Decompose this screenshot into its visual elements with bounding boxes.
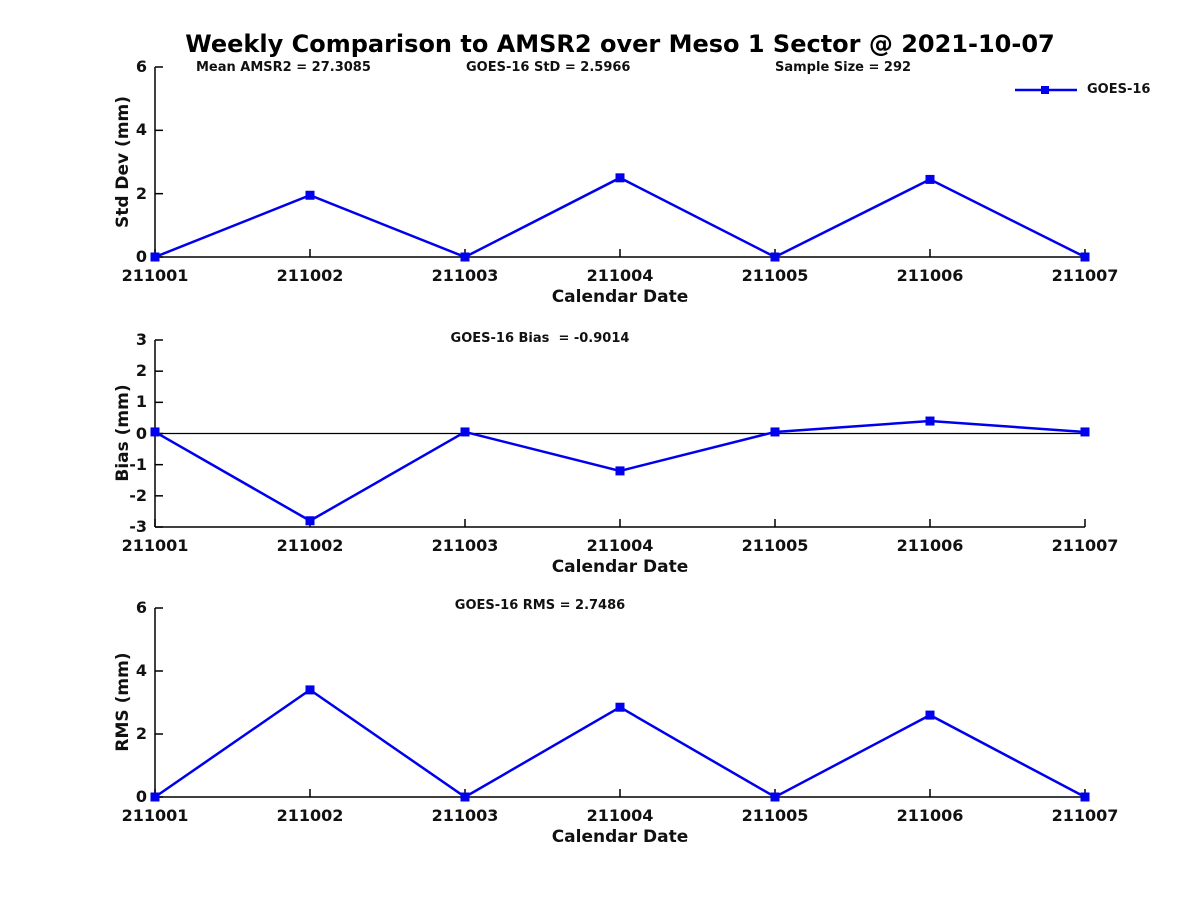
y-tick-label: 2	[135, 724, 147, 743]
x-tick-label: 211004	[586, 266, 654, 285]
y-tick-label: 6	[135, 57, 147, 76]
data-point-marker	[770, 792, 780, 802]
y-tick-label: 0	[135, 247, 147, 266]
chart-title: Weekly Comparison to AMSR2 over Meso 1 S…	[185, 30, 1055, 58]
y-axis-label-rms: RMS (mm)	[113, 652, 133, 752]
data-point-marker	[150, 427, 160, 437]
data-point-marker	[770, 252, 780, 262]
legend-label: GOES-16	[1087, 82, 1151, 97]
annotation-goes16-rms: GOES-16 RMS = 2.7486	[454, 598, 626, 613]
data-point-marker	[615, 702, 625, 712]
data-point-marker	[1080, 252, 1090, 262]
data-line-GOES-16	[154, 176, 1086, 259]
data-point-marker	[925, 710, 935, 720]
y-tick-label: 1	[135, 392, 147, 412]
x-axis-label-calendar-date: Calendar Date	[551, 287, 689, 307]
data-point-marker	[770, 427, 780, 437]
data-point-marker	[925, 416, 935, 426]
x-tick-label: 211001	[121, 806, 189, 825]
x-axis-label-calendar-date: Calendar Date	[551, 827, 689, 847]
annotation-goes16-std: GOES-16 StD = 2.5966	[466, 60, 631, 75]
x-tick-label: 211005	[741, 266, 809, 285]
data-point-marker	[150, 792, 160, 802]
x-tick-label: 211003	[431, 806, 499, 825]
y-tick-label: 0	[135, 423, 147, 443]
x-tick-label: 211006	[896, 806, 964, 825]
x-tick-label: 211005	[741, 536, 809, 555]
x-tick-label: 211005	[741, 806, 809, 825]
y-tick-label: -1	[129, 454, 147, 474]
data-point-marker	[305, 516, 315, 526]
y-tick-label: -3	[129, 517, 147, 536]
data-point-marker	[305, 190, 315, 200]
x-tick-label: 211001	[121, 266, 189, 285]
data-point-marker	[1080, 792, 1090, 802]
data-point-marker	[460, 252, 470, 262]
y-tick-label: 4	[135, 120, 147, 140]
x-tick-label: 211004	[586, 536, 654, 555]
y-tick-label: 0	[135, 787, 147, 806]
data-point-marker	[615, 466, 625, 476]
data-point-marker	[460, 792, 470, 802]
x-tick-label: 211006	[896, 536, 964, 555]
x-tick-label: 211007	[1051, 266, 1119, 285]
x-tick-label: 211006	[896, 266, 964, 285]
x-axis-label-calendar-date: Calendar Date	[551, 557, 689, 577]
y-tick-label: 6	[135, 598, 147, 617]
legend: GOES-16	[1015, 82, 1150, 97]
y-tick-label: 2	[135, 183, 147, 203]
x-tick-label: 211007	[1051, 536, 1119, 555]
y-tick-label: 2	[135, 361, 147, 381]
data-point-marker	[150, 252, 160, 262]
x-tick-label: 211002	[276, 536, 344, 555]
annotation-sample-size: Sample Size = 292	[775, 60, 912, 75]
x-tick-label: 211002	[276, 266, 344, 285]
annotation-mean-amsr2: Mean AMSR2 = 27.3085	[196, 60, 371, 75]
y-tick-label: -2	[129, 485, 147, 505]
data-point-marker	[305, 685, 315, 695]
y-tick-label: 4	[135, 661, 147, 680]
data-point-marker	[925, 174, 935, 184]
x-tick-label: 211003	[431, 536, 499, 555]
x-tick-label: 211007	[1051, 806, 1119, 825]
data-point-marker	[1080, 427, 1090, 437]
x-tick-label: 211002	[276, 806, 344, 825]
y-axis-label-stddev: Std Dev (mm)	[113, 95, 133, 229]
x-tick-label: 211003	[431, 266, 499, 285]
y-tick-label: 3	[135, 330, 147, 349]
annotation-goes16-bias: GOES-16 Bias = -0.9014	[450, 331, 630, 346]
data-point-marker	[460, 427, 470, 437]
x-tick-label: 211001	[121, 536, 189, 555]
x-tick-label: 211004	[586, 806, 654, 825]
legend-line-marker-icon	[1015, 85, 1077, 94]
data-point-marker	[615, 173, 625, 183]
